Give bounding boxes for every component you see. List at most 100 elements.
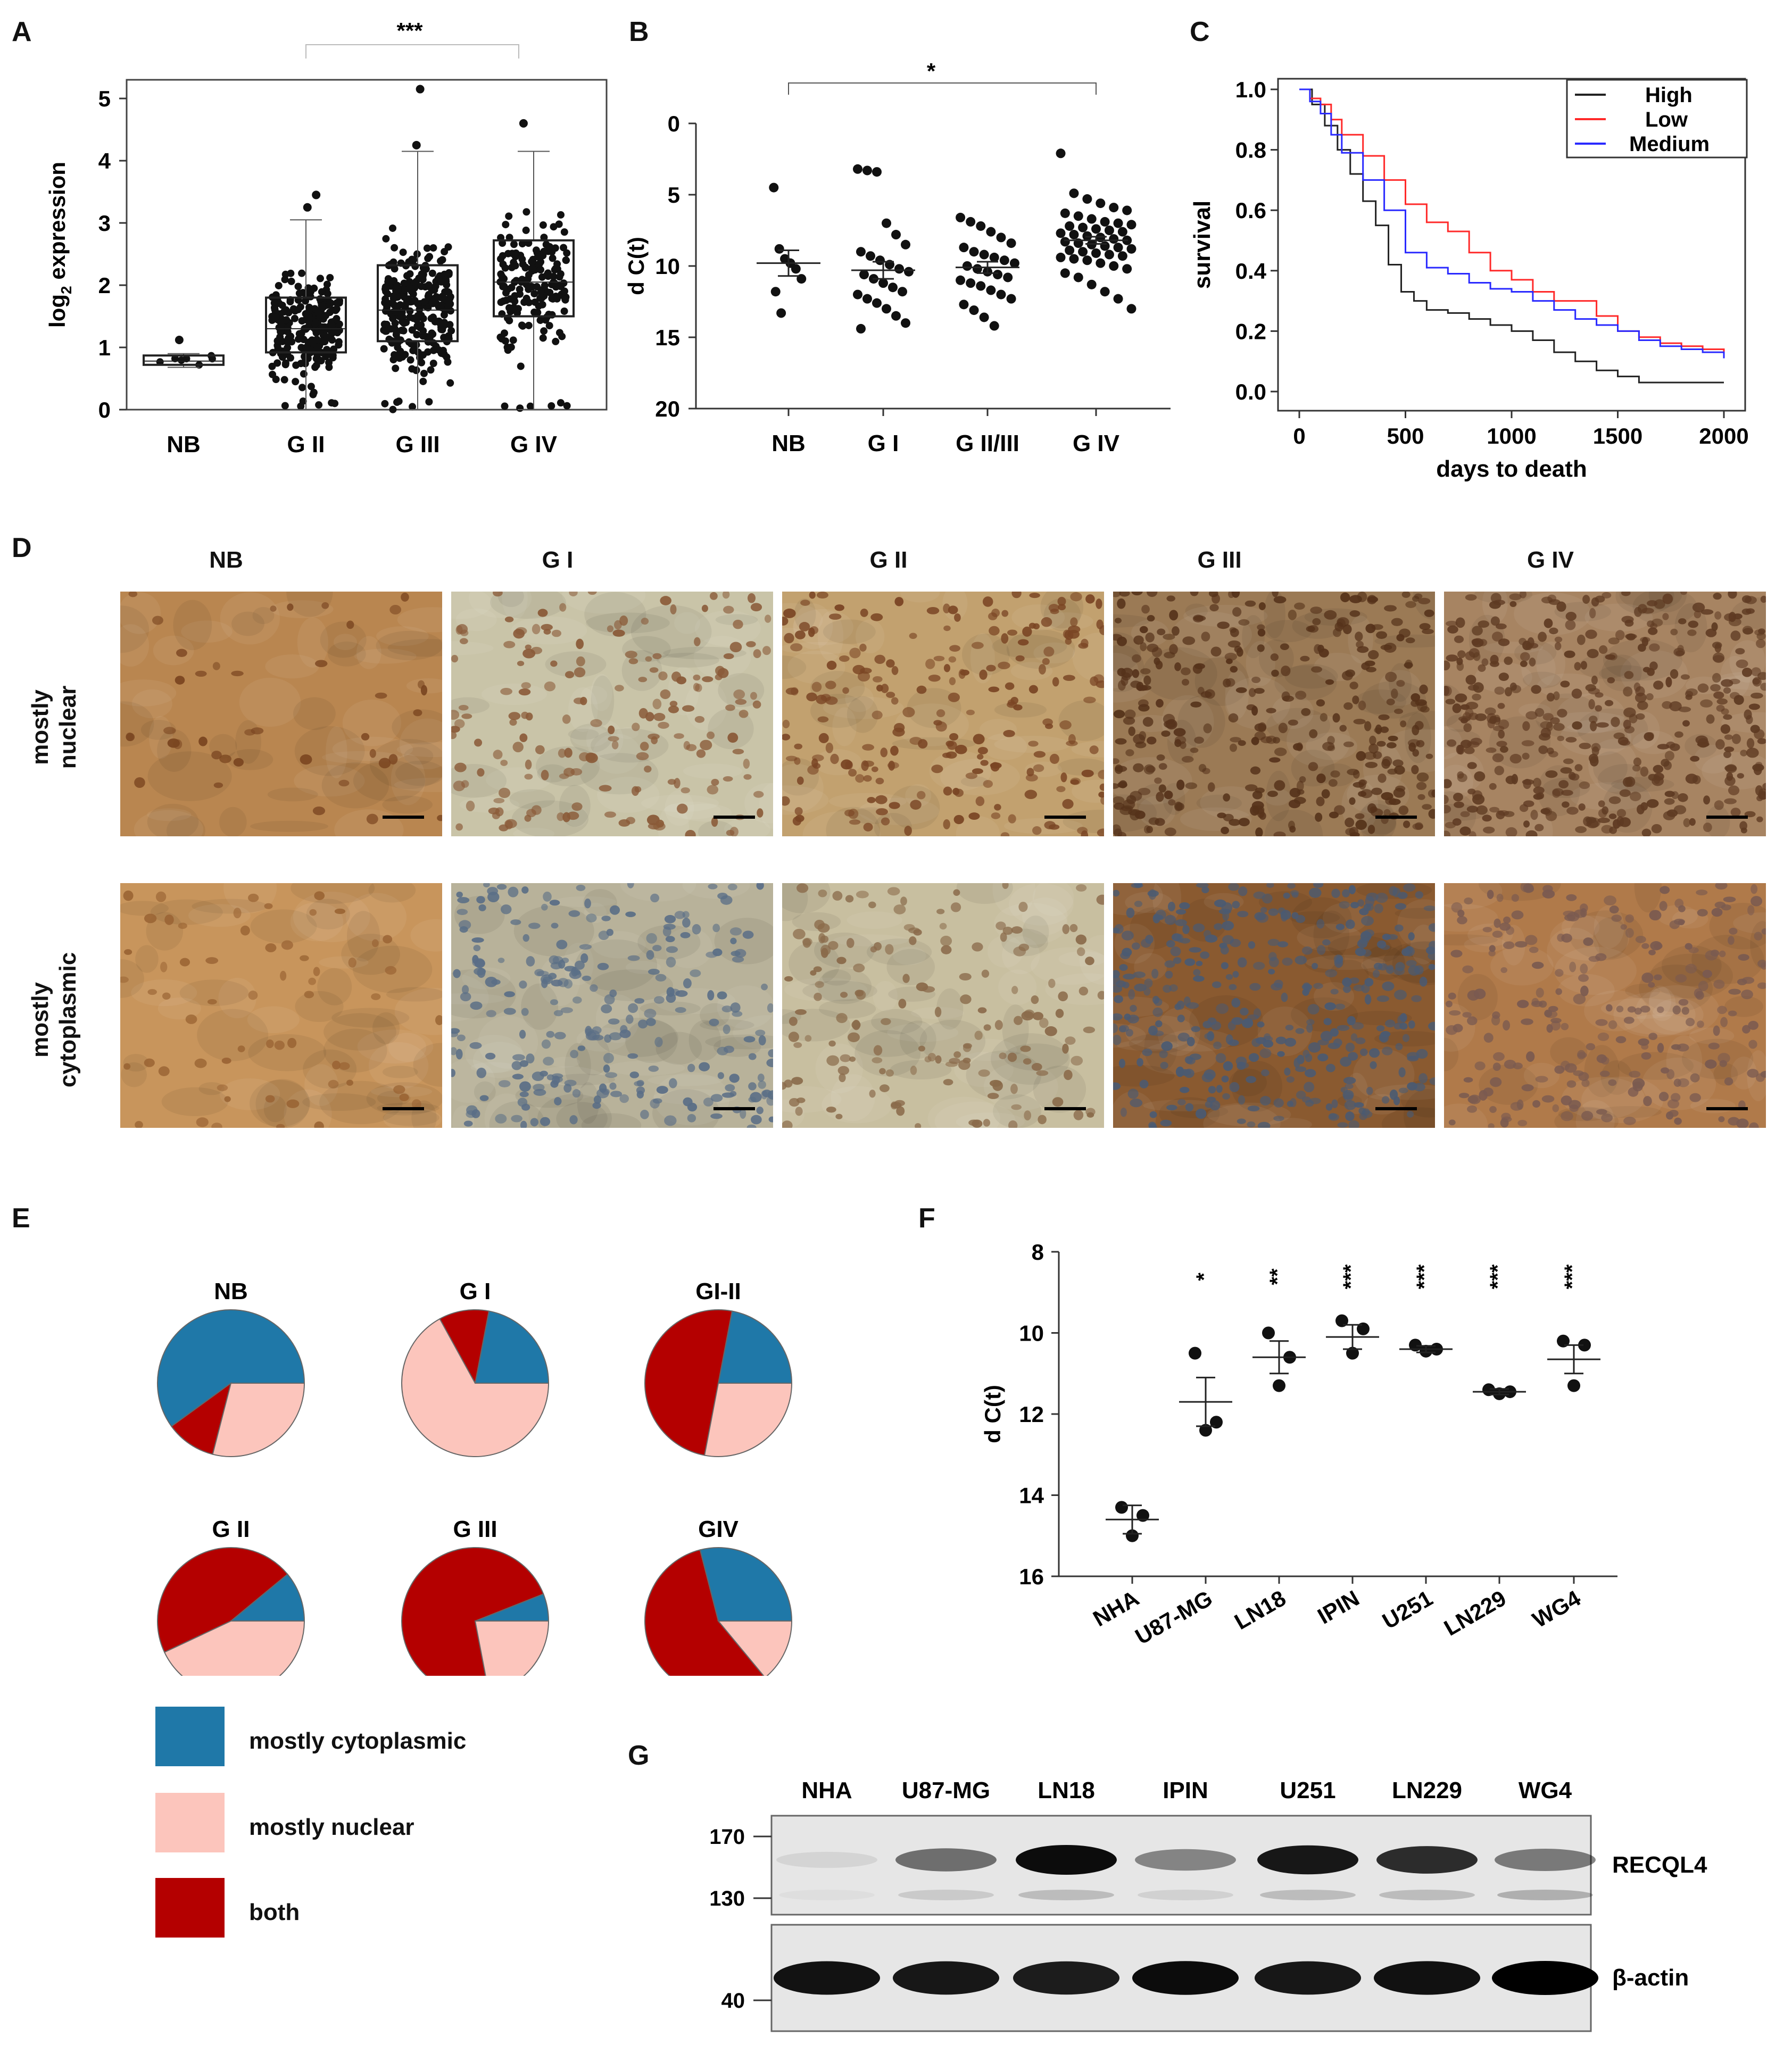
data-point: [382, 235, 390, 243]
cell-nucleus: [240, 925, 250, 936]
outlier-point: [303, 203, 312, 212]
cell-nucleus: [1232, 901, 1240, 909]
data-point: [416, 305, 424, 313]
tissue-texture: [131, 689, 172, 719]
cell-nucleus: [1761, 928, 1766, 935]
cell-nucleus: [508, 712, 521, 720]
cell-nucleus: [834, 604, 844, 611]
cell-nucleus: [893, 904, 906, 915]
cell-nucleus: [1357, 646, 1369, 653]
cell-nucleus: [1337, 1122, 1348, 1128]
cell-nucleus: [1533, 793, 1543, 800]
cell-nucleus: [886, 692, 895, 698]
data-point: [298, 384, 306, 392]
cell-nucleus: [179, 958, 190, 967]
cell-nucleus: [856, 891, 869, 899]
tissue-texture: [455, 608, 497, 631]
cell-nucleus: [604, 811, 616, 818]
data-point: [510, 304, 518, 312]
cell-nucleus: [875, 795, 887, 804]
cell-nucleus: [1741, 667, 1753, 677]
y-tick-label: 0.2: [1235, 319, 1266, 344]
cell-nucleus: [1534, 824, 1544, 832]
data-point: [904, 267, 914, 277]
cell-nucleus: [593, 1095, 602, 1104]
cell-nucleus: [1472, 626, 1483, 636]
cell-nucleus: [1160, 1119, 1172, 1127]
cell-nucleus: [512, 1074, 524, 1080]
cell-nucleus: [1247, 1121, 1256, 1128]
cell-nucleus: [500, 904, 512, 915]
cell-nucleus: [1713, 691, 1724, 699]
cell-nucleus: [1190, 747, 1199, 753]
cell-nucleus: [1601, 1113, 1613, 1123]
data-point: [392, 307, 400, 315]
cell-nucleus: [1720, 724, 1731, 734]
cell-nucleus: [974, 1030, 983, 1040]
cell-nucleus: [1453, 793, 1463, 802]
cell-nucleus: [690, 969, 701, 977]
cell-nucleus: [792, 816, 802, 826]
cell-nucleus: [1142, 717, 1154, 727]
cell-nucleus: [706, 951, 718, 958]
data-point: [270, 299, 278, 307]
cell-nucleus: [1595, 595, 1605, 603]
cell-nucleus: [940, 935, 952, 946]
cell-nucleus: [1146, 826, 1153, 834]
cell-nucleus: [1320, 1030, 1333, 1042]
cell-nucleus: [1312, 618, 1321, 626]
panel-label-e: E: [12, 1203, 30, 1234]
legend-label: both: [249, 1899, 300, 1925]
tissue-texture: [694, 610, 761, 646]
tissue-texture: [934, 1101, 1016, 1128]
cell-nucleus: [213, 782, 223, 788]
cell-nucleus: [1376, 631, 1388, 639]
cell-nucleus: [999, 1052, 1007, 1060]
tissue-texture: [1246, 641, 1275, 686]
cell-nucleus: [1209, 604, 1219, 612]
cell-nucleus: [1599, 645, 1608, 654]
cell-nucleus: [1070, 779, 1080, 785]
data-point: [393, 281, 401, 289]
cell-nucleus: [1476, 805, 1488, 815]
tissue-texture: [120, 605, 150, 653]
x-tick-label: G IV: [1073, 430, 1120, 456]
cell-nucleus: [1252, 961, 1265, 970]
cell-nucleus: [1357, 592, 1367, 602]
cell-nucleus: [219, 754, 231, 763]
cell-nucleus: [1458, 716, 1471, 722]
cell-nucleus: [587, 592, 597, 595]
cell-nucleus: [1345, 817, 1355, 828]
cell-nucleus: [346, 1079, 353, 1086]
tissue-texture: [459, 796, 520, 813]
cell-nucleus: [943, 1079, 953, 1086]
data-point: [969, 247, 979, 257]
tissue-texture: [1113, 614, 1150, 628]
cell-nucleus: [717, 668, 729, 678]
cell-nucleus: [977, 746, 988, 754]
cell-nucleus: [1413, 1083, 1425, 1092]
cell-nucleus: [1396, 634, 1405, 642]
cell-nucleus: [1624, 671, 1634, 679]
data-point: [875, 255, 885, 265]
data-point: [432, 282, 439, 290]
tissue-texture: [1624, 1014, 1696, 1035]
cell-nucleus: [1561, 789, 1573, 796]
tissue-texture: [410, 919, 442, 952]
cell-nucleus: [483, 883, 490, 888]
cell-nucleus: [1222, 920, 1234, 930]
cell-nucleus: [276, 1124, 285, 1128]
cell-nucleus: [1460, 811, 1470, 817]
cell-nucleus: [510, 919, 521, 925]
cell-nucleus: [1355, 813, 1365, 819]
cell-nucleus: [1448, 992, 1456, 1000]
tissue-texture: [956, 816, 1000, 836]
data-point: [426, 333, 434, 341]
data-point: [504, 346, 512, 354]
cell-nucleus: [1147, 890, 1159, 897]
cell-nucleus: [1690, 755, 1700, 762]
cell-nucleus: [1222, 1093, 1230, 1100]
tissue-texture: [717, 985, 773, 1029]
tissue-texture: [265, 654, 319, 679]
